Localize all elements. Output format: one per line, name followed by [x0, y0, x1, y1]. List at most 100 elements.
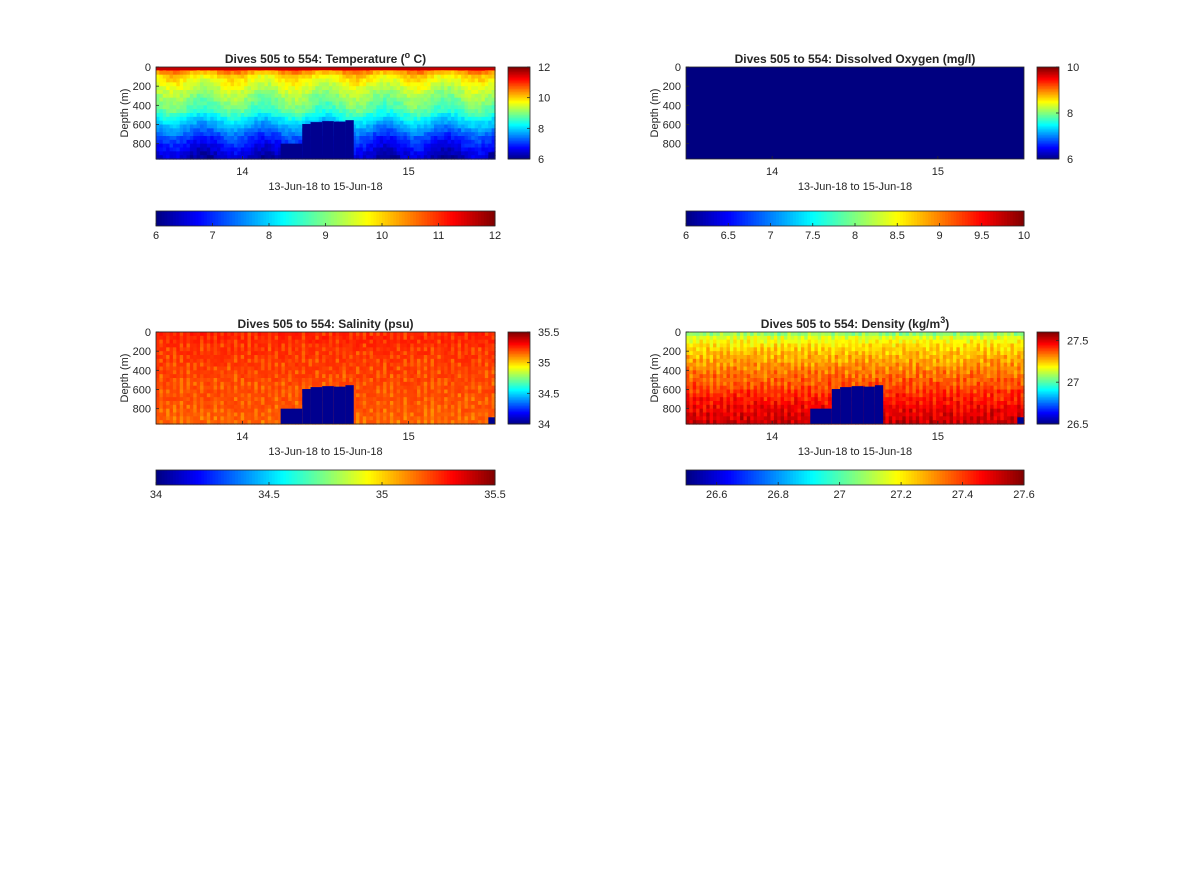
heatmap-cell [457, 124, 462, 129]
heatmap-cell [396, 343, 401, 348]
heatmap-cell [359, 408, 364, 414]
heatmap-cell [427, 128, 432, 133]
heatmap-cell [420, 335, 425, 341]
heatmap-cell [193, 101, 198, 106]
heatmap-cell [230, 151, 235, 156]
heatmap-cell [210, 97, 215, 103]
heatmap-cell [345, 113, 350, 118]
heatmap-cell [437, 86, 442, 91]
heatmap-cell [203, 347, 208, 352]
colorbar-swatch [362, 211, 366, 226]
heatmap-cell [237, 90, 242, 95]
heatmap-cell [444, 420, 449, 425]
heatmap-cell [179, 147, 184, 152]
heatmap-cell [359, 151, 364, 156]
heatmap-cell [230, 362, 235, 368]
heatmap-cell [467, 132, 472, 137]
heatmap-cell [240, 116, 245, 122]
heatmap-cell [294, 358, 299, 364]
heatmap-cell [356, 408, 360, 414]
heatmap-cell [362, 109, 367, 114]
heatmap-cell [159, 139, 164, 145]
heatmap-cell [478, 113, 483, 118]
heatmap-cell [278, 397, 283, 402]
heatmap-cell [332, 113, 337, 118]
heatmap-cell [417, 358, 422, 364]
colorbar-swatch [1037, 134, 1059, 137]
heatmap-cell [488, 74, 493, 80]
heatmap-cell [403, 74, 408, 80]
heatmap-cell [264, 113, 269, 118]
heatmap-cell [162, 416, 167, 421]
heatmap-cell [352, 339, 357, 345]
heatmap-cell [356, 374, 360, 379]
heatmap-cell [206, 147, 211, 152]
heatmap-cell [213, 78, 218, 83]
heatmap-cell [166, 101, 171, 106]
heatmap-cell [284, 404, 289, 410]
heatmap-cell [400, 378, 405, 383]
heatmap-cell [389, 385, 394, 391]
heatmap-cell [430, 105, 435, 110]
colorbar-swatch [686, 211, 690, 226]
heatmap-cell [386, 143, 391, 149]
heatmap-cell [162, 120, 167, 126]
heatmap-cell [454, 90, 459, 95]
heatmap-cell [423, 385, 428, 391]
heatmap-cell [294, 393, 299, 398]
heatmap-cell [291, 347, 296, 352]
heatmap-cell [454, 101, 459, 106]
heatmap-cell [413, 105, 418, 110]
heatmap-cell [179, 128, 184, 133]
heatmap-cell [288, 128, 293, 133]
heatmap-cell [464, 128, 469, 133]
heatmap-cell [213, 370, 218, 375]
heatmap-cell [159, 78, 164, 83]
heatmap-cell [342, 343, 347, 348]
heatmap-cell [372, 347, 377, 352]
heatmap-cell [257, 113, 262, 118]
heatmap-cell [406, 385, 411, 391]
heatmap-cell [264, 335, 269, 341]
heatmap-cell [471, 74, 476, 80]
heatmap-cell [271, 393, 276, 398]
heatmap-cell [308, 116, 313, 122]
heatmap-cell [271, 139, 276, 145]
heatmap-cell [454, 109, 459, 114]
heatmap-cell [454, 155, 459, 160]
heatmap-cell [481, 78, 486, 83]
heatmap-cell [291, 397, 296, 402]
colorbar-swatch [1037, 154, 1059, 157]
heatmap-cell [179, 393, 184, 398]
heatmap-cell [264, 78, 269, 83]
heatmap-cell [176, 362, 181, 368]
heatmap-cell [162, 343, 167, 348]
heatmap-cell [444, 143, 449, 149]
heatmap-cell [491, 93, 496, 99]
heatmap-cell [220, 347, 225, 352]
heatmap-cell [172, 416, 177, 421]
heatmap-cell [176, 404, 181, 410]
heatmap-cell [281, 93, 286, 99]
heatmap-cell [366, 335, 371, 341]
heatmap-cell [420, 155, 425, 160]
heatmap-cell [433, 401, 438, 406]
heatmap-cell [183, 120, 188, 126]
heatmap-cell [193, 155, 198, 160]
heatmap-cell [308, 332, 313, 337]
heatmap-cell [237, 412, 242, 417]
heatmap-cell [322, 78, 327, 83]
heatmap-cell [423, 90, 428, 95]
heatmap-cell [169, 86, 174, 91]
heatmap-cell [261, 90, 266, 95]
heatmap-cell [362, 397, 367, 402]
heatmap-cell [467, 155, 472, 160]
heatmap-cell [166, 70, 171, 76]
heatmap-cell [318, 332, 323, 337]
heatmap-cell [156, 139, 160, 145]
heatmap-cell [359, 124, 364, 129]
heatmap-cell [213, 408, 218, 414]
heatmap-cell [403, 397, 408, 402]
heatmap-cell [183, 355, 188, 360]
